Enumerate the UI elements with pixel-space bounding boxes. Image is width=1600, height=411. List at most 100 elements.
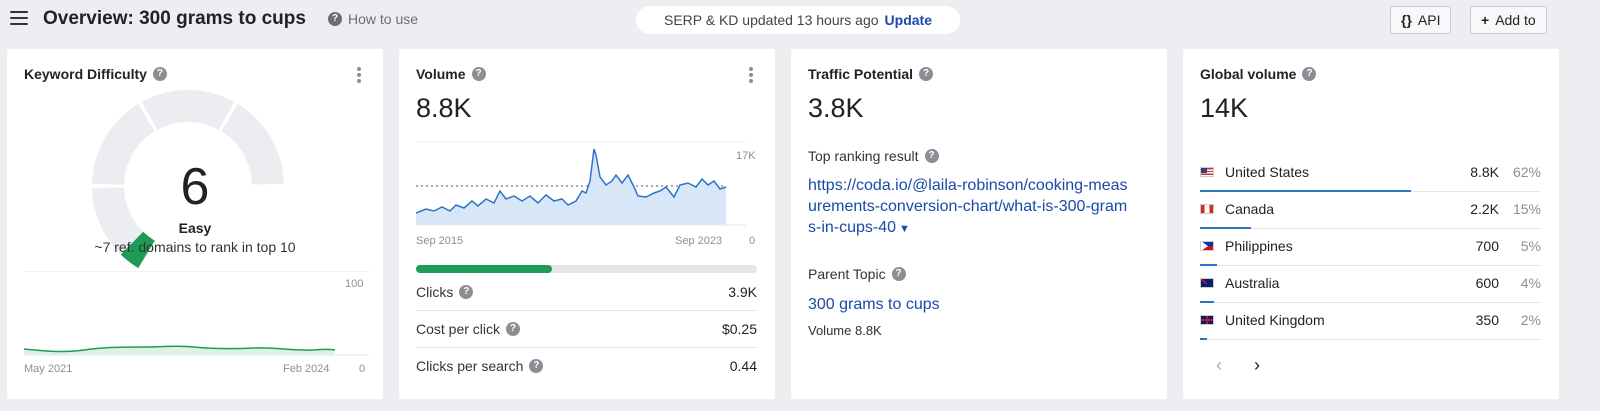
kd-chart-y-min: 0: [359, 363, 366, 375]
clicks-share-bar: [416, 265, 757, 273]
help-icon[interactable]: ?: [891, 267, 906, 281]
help-icon[interactable]: ?: [919, 67, 934, 81]
global-volume-title: Global volume: [1200, 66, 1297, 82]
country-row-australia[interactable]: Australia 600 4%: [1200, 266, 1541, 303]
country-share-bar: [1200, 190, 1412, 192]
add-to-button[interactable]: + Add to: [1470, 6, 1547, 34]
more-options-icon[interactable]: [357, 67, 361, 83]
volume-line: [416, 148, 727, 214]
country-share-bar: [1200, 264, 1218, 266]
help-icon[interactable]: ?: [529, 359, 544, 373]
country-share: 4%: [1520, 275, 1541, 291]
country-volume: 600: [1475, 275, 1499, 291]
metric-value: $0.25: [721, 321, 757, 337]
metric-row-clicks: Clicks? 3.9K: [416, 274, 757, 311]
metric-label: Cost per click: [416, 321, 501, 337]
parent-topic-volume: Volume 8.8K: [808, 323, 882, 338]
country-volume: 350: [1475, 312, 1499, 328]
help-icon[interactable]: ?: [471, 67, 486, 81]
chevron-right-icon[interactable]: ›: [1254, 355, 1260, 375]
update-link[interactable]: Update: [884, 12, 932, 28]
country-name: United States: [1225, 164, 1310, 180]
country-name: Canada: [1225, 201, 1275, 217]
metric-value: 3.9K: [728, 284, 757, 300]
volume-value: 8.8K: [416, 93, 472, 123]
global-volume-card: Global volume ? 14K United States 8.8K 6…: [1183, 49, 1559, 399]
url-line: s-in-cups-40: [808, 219, 897, 236]
help-icon[interactable]: ?: [459, 285, 474, 299]
menu-icon[interactable]: [10, 11, 28, 27]
how-to-use-link[interactable]: ? How to use: [328, 11, 418, 27]
country-name: Philippines: [1225, 238, 1293, 254]
kd-title: Keyword Difficulty: [24, 66, 147, 82]
update-status-text: SERP & KD updated 13 hours ago: [663, 12, 879, 28]
country-share-bar: [1200, 301, 1214, 303]
country-row-united-states[interactable]: United States 8.8K 62%: [1200, 155, 1541, 192]
kd-score: 6: [180, 158, 210, 216]
traffic-potential-value: 3.8K: [808, 93, 864, 123]
more-options-icon[interactable]: [749, 67, 753, 83]
metric-label: Clicks: [416, 284, 454, 300]
top-ranking-result-link[interactable]: https://coda.io/@laila-robinson/cooking-…: [808, 175, 1128, 240]
gauge-segment: [221, 103, 284, 185]
kd-history-line: [24, 345, 336, 353]
card-title: Keyword Difficulty ?: [24, 66, 167, 82]
global-volume-value: 14K: [1200, 93, 1249, 123]
volume-trend-chart: [416, 141, 746, 226]
volume-card: Volume ? 8.8K Sep 2015 Sep 2023 17K 0 Cl…: [399, 49, 775, 399]
country-volume: 8.8K: [1470, 164, 1499, 180]
flag-ph-icon: [1200, 241, 1214, 251]
country-row-philippines[interactable]: Philippines 700 5%: [1200, 229, 1541, 266]
gauge-fill-segment: [120, 231, 155, 269]
url-line: https://coda.io/@laila-robinson/cooking-…: [808, 177, 1128, 194]
chevron-left-icon[interactable]: ‹: [1216, 355, 1222, 375]
country-share: 5%: [1520, 238, 1541, 254]
volume-title: Volume: [416, 66, 466, 82]
update-status-pill: SERP & KD updated 13 hours ago Update: [636, 6, 960, 34]
flag-us-icon: [1200, 167, 1214, 177]
volume-chart-y-max: 17K: [736, 150, 756, 162]
metric-row-cost-per-click: Cost per click? $0.25: [416, 311, 757, 348]
country-row-canada[interactable]: Canada 2.2K 15%: [1200, 192, 1541, 229]
parent-topic-link[interactable]: 300 grams to cups: [808, 296, 940, 313]
help-icon[interactable]: ?: [924, 149, 939, 163]
help-icon[interactable]: ?: [506, 322, 521, 336]
top-ranking-result-label: Top ranking result ?: [808, 148, 939, 164]
country-share: 62%: [1512, 164, 1541, 180]
card-title: Volume ?: [416, 66, 486, 82]
how-to-use-label: How to use: [348, 11, 419, 27]
help-icon: ?: [328, 12, 342, 26]
country-volume: 2.2K: [1470, 201, 1499, 217]
country-share: 15%: [1512, 201, 1541, 217]
country-share-bar: [1200, 338, 1207, 340]
country-name: Australia: [1225, 275, 1280, 291]
help-icon[interactable]: ?: [1302, 67, 1317, 81]
country-share: 2%: [1520, 312, 1541, 328]
country-volume: 700: [1475, 238, 1499, 254]
country-share-bar: [1200, 227, 1252, 229]
gauge-fill: [120, 231, 155, 269]
flag-uk-icon: [1200, 315, 1214, 325]
kd-subtitle: ~7 ref. domains to rank in top 10: [94, 239, 296, 255]
gauge-segment: [92, 103, 155, 185]
volume-chart-y-min: 0: [749, 235, 756, 247]
metric-label: Clicks per search: [416, 358, 524, 374]
api-button[interactable]: {} API: [1390, 6, 1452, 34]
country-row-united-kingdom[interactable]: United Kingdom 350 2%: [1200, 303, 1541, 340]
country-name: United Kingdom: [1225, 312, 1325, 328]
kd-chart-x-end: Feb 2024: [283, 363, 330, 375]
add-to-button-label: Add to: [1495, 12, 1536, 28]
page-title: Overview: 300 grams to cups: [43, 8, 306, 29]
volume-chart-x-end: Sep 2023: [675, 235, 723, 247]
gauge-segment: [141, 90, 235, 130]
label-text: Top ranking result: [808, 148, 919, 164]
help-icon[interactable]: ?: [152, 67, 167, 81]
parent-topic-label: Parent Topic ?: [808, 266, 906, 282]
clicks-share-fill: [416, 265, 553, 273]
kd-chart-x-start: May 2021: [24, 363, 73, 375]
kd-gauge: [92, 90, 284, 269]
metric-row-clicks-per-search: Clicks per search? 0.44: [416, 348, 757, 385]
caret-down-icon[interactable]: ▼: [899, 223, 910, 235]
label-text: Parent Topic: [808, 266, 886, 282]
kd-history-chart: [24, 271, 369, 356]
